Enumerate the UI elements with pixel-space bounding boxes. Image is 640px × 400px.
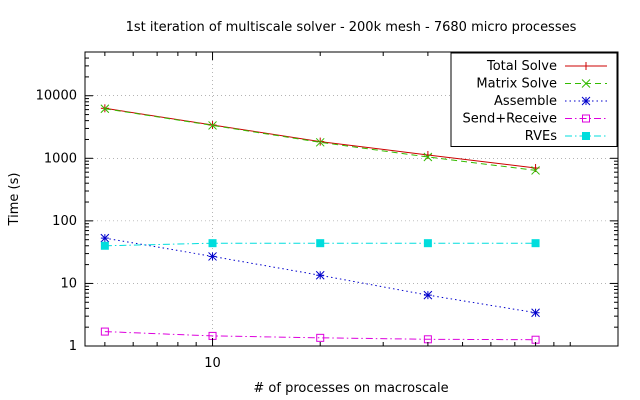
legend-label: Matrix Solve (476, 77, 557, 92)
series-layer (100, 104, 540, 344)
legend-label: Total Solve (486, 59, 557, 74)
y-tick-label: 10 (60, 276, 77, 291)
series-line-assemble (104, 237, 536, 314)
legend-marker (582, 62, 590, 70)
series-line-matrix-solve (104, 108, 536, 171)
legend-label: Assemble (494, 94, 557, 109)
chart-title: 1st iteration of multiscale solver - 200… (126, 20, 577, 35)
y-tick-label: 100 (52, 214, 77, 229)
data-point-matrix-solve (423, 152, 433, 162)
legend-item-total-solve: Total Solve (486, 59, 607, 74)
legend-marker (581, 96, 591, 106)
data-point-assemble (100, 233, 110, 243)
legend-item-send-receive: Send+Receive (462, 112, 607, 127)
data-point-rves (100, 241, 109, 250)
data-point-rves (423, 239, 432, 248)
data-point-assemble (315, 270, 325, 280)
data-point-rves (531, 239, 540, 248)
data-point-assemble (423, 290, 433, 300)
data-point-matrix-solve (208, 121, 217, 130)
series-rves (100, 239, 540, 250)
legend-label: Send+Receive (462, 112, 557, 127)
legend: Total Solve Matrix Solve Assemble Send+Rece… (450, 52, 618, 147)
legend-label: RVEs (525, 129, 557, 144)
data-point-matrix-solve (531, 166, 540, 175)
plot-frame (84, 51, 619, 347)
series-send-receive (100, 327, 540, 344)
data-point-assemble (208, 252, 217, 261)
legend-item-rves: RVEs (525, 129, 607, 144)
y-tick-label: 10000 (36, 89, 77, 104)
series-line-rves (104, 242, 536, 247)
data-point-total-solve (423, 150, 432, 159)
series-assemble (100, 233, 540, 318)
legend-marker (582, 114, 590, 123)
x-axis-label: # of processes on macroscale (253, 381, 448, 396)
data-point-send-receive (100, 327, 109, 336)
data-point-rves (208, 239, 217, 248)
x-tick-label: 10 (204, 356, 221, 371)
legend-item-assemble: Assemble (494, 94, 607, 109)
legend-box (450, 52, 618, 147)
legend-marker (582, 132, 590, 140)
y-tick-label: 1 (69, 339, 77, 354)
series-matrix-solve (100, 104, 540, 175)
series-line-send-receive (104, 331, 536, 341)
data-point-assemble (531, 308, 540, 318)
data-point-rves (316, 239, 325, 248)
data-point-send-receive (316, 333, 325, 342)
legend-marker (581, 79, 591, 88)
y-tick-label: 1000 (44, 151, 77, 166)
y-axis-label: Time (s) (7, 173, 22, 227)
data-point-matrix-solve (100, 104, 110, 114)
data-point-matrix-solve (315, 137, 325, 147)
legend-item-matrix-solve: Matrix Solve (476, 77, 607, 92)
